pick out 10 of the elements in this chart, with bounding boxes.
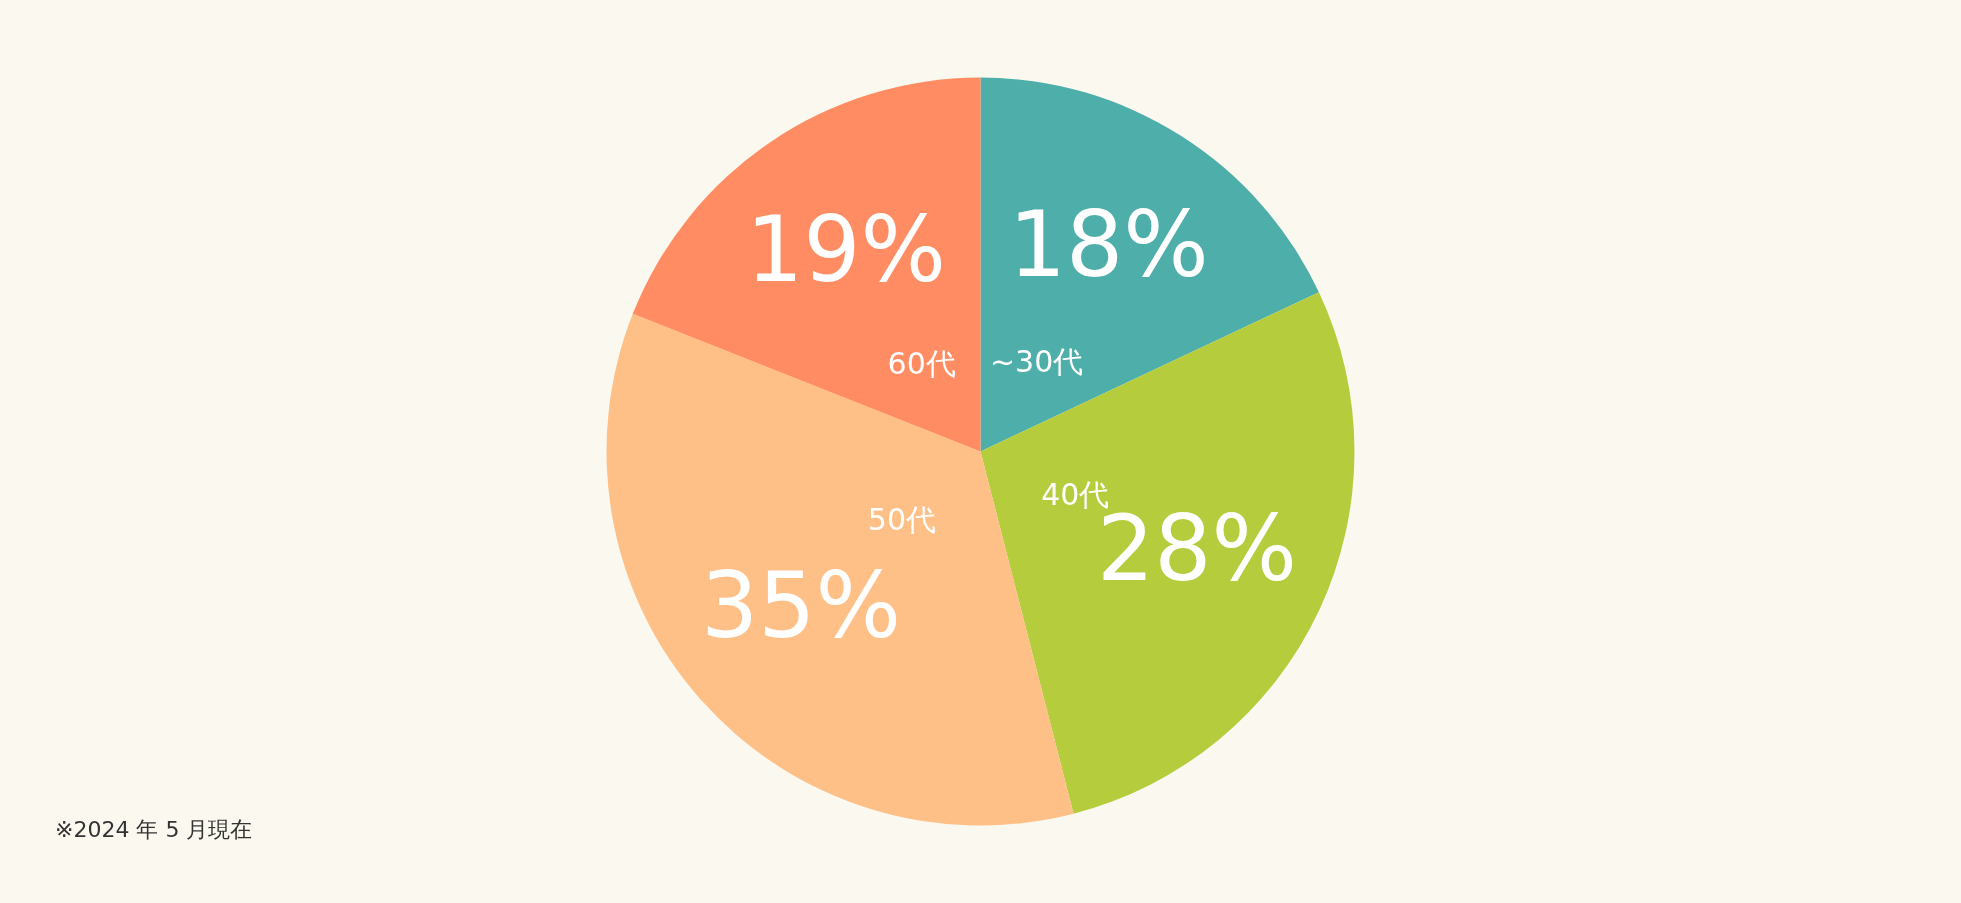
slice-label: 60代	[887, 345, 956, 381]
slice-label: 50代	[867, 501, 937, 537]
pie-slice	[632, 77, 981, 452]
data-label: 18%	[1008, 192, 1209, 298]
text: ※2024 年 5 月現在	[55, 817, 253, 842]
pie-slice	[980, 77, 1319, 452]
pie-slice	[980, 292, 1354, 814]
data-label: 35%	[700, 552, 901, 658]
slice-label: ~30代	[989, 344, 1084, 380]
data-label: 19%	[745, 196, 946, 302]
